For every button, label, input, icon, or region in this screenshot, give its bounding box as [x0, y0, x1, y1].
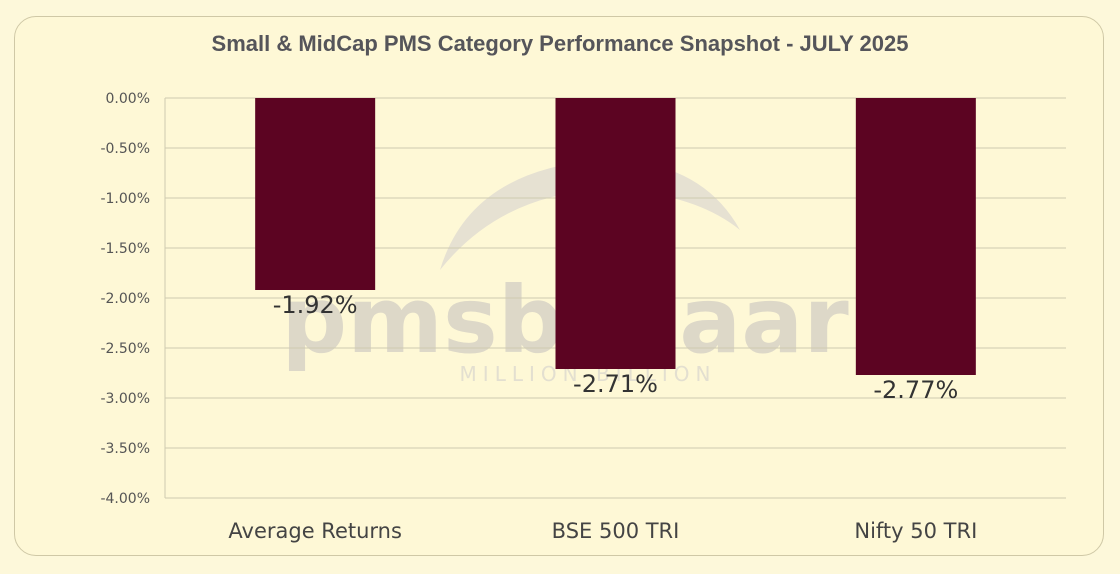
y-tick-label: -1.00%: [100, 191, 150, 207]
data-labels: -1.92% -2.71% -2.77%: [273, 291, 959, 404]
data-label: -2.71%: [573, 370, 658, 398]
x-axis-categories: Average Returns BSE 500 TRI Nifty 50 TRI: [228, 519, 977, 543]
category-label: Average Returns: [228, 519, 402, 543]
data-label: -2.77%: [873, 376, 958, 404]
y-tick-label: -1.50%: [100, 241, 150, 257]
category-label: BSE 500 TRI: [552, 519, 680, 543]
y-tick-label: -4.00%: [100, 491, 150, 507]
bars: [255, 98, 976, 375]
y-tick-label: -3.00%: [100, 391, 150, 407]
y-tick-label: -2.50%: [100, 341, 150, 357]
bar: [255, 98, 376, 290]
y-tick-label: -2.00%: [100, 291, 150, 307]
data-label: -1.92%: [273, 291, 358, 319]
y-tick-label: -3.50%: [100, 441, 150, 457]
y-axis-ticks: 0.00% -0.50% -1.00% -1.50% -2.00% -2.50% -3.00…: [100, 91, 150, 507]
bar: [855, 98, 976, 375]
chart-title: Small & MidCap PMS Category Performance …: [211, 31, 909, 56]
bar: [555, 98, 676, 369]
category-label: Nifty 50 TRI: [854, 519, 977, 543]
y-tick-label: -0.50%: [100, 141, 150, 157]
y-tick-label: 0.00%: [106, 91, 150, 107]
